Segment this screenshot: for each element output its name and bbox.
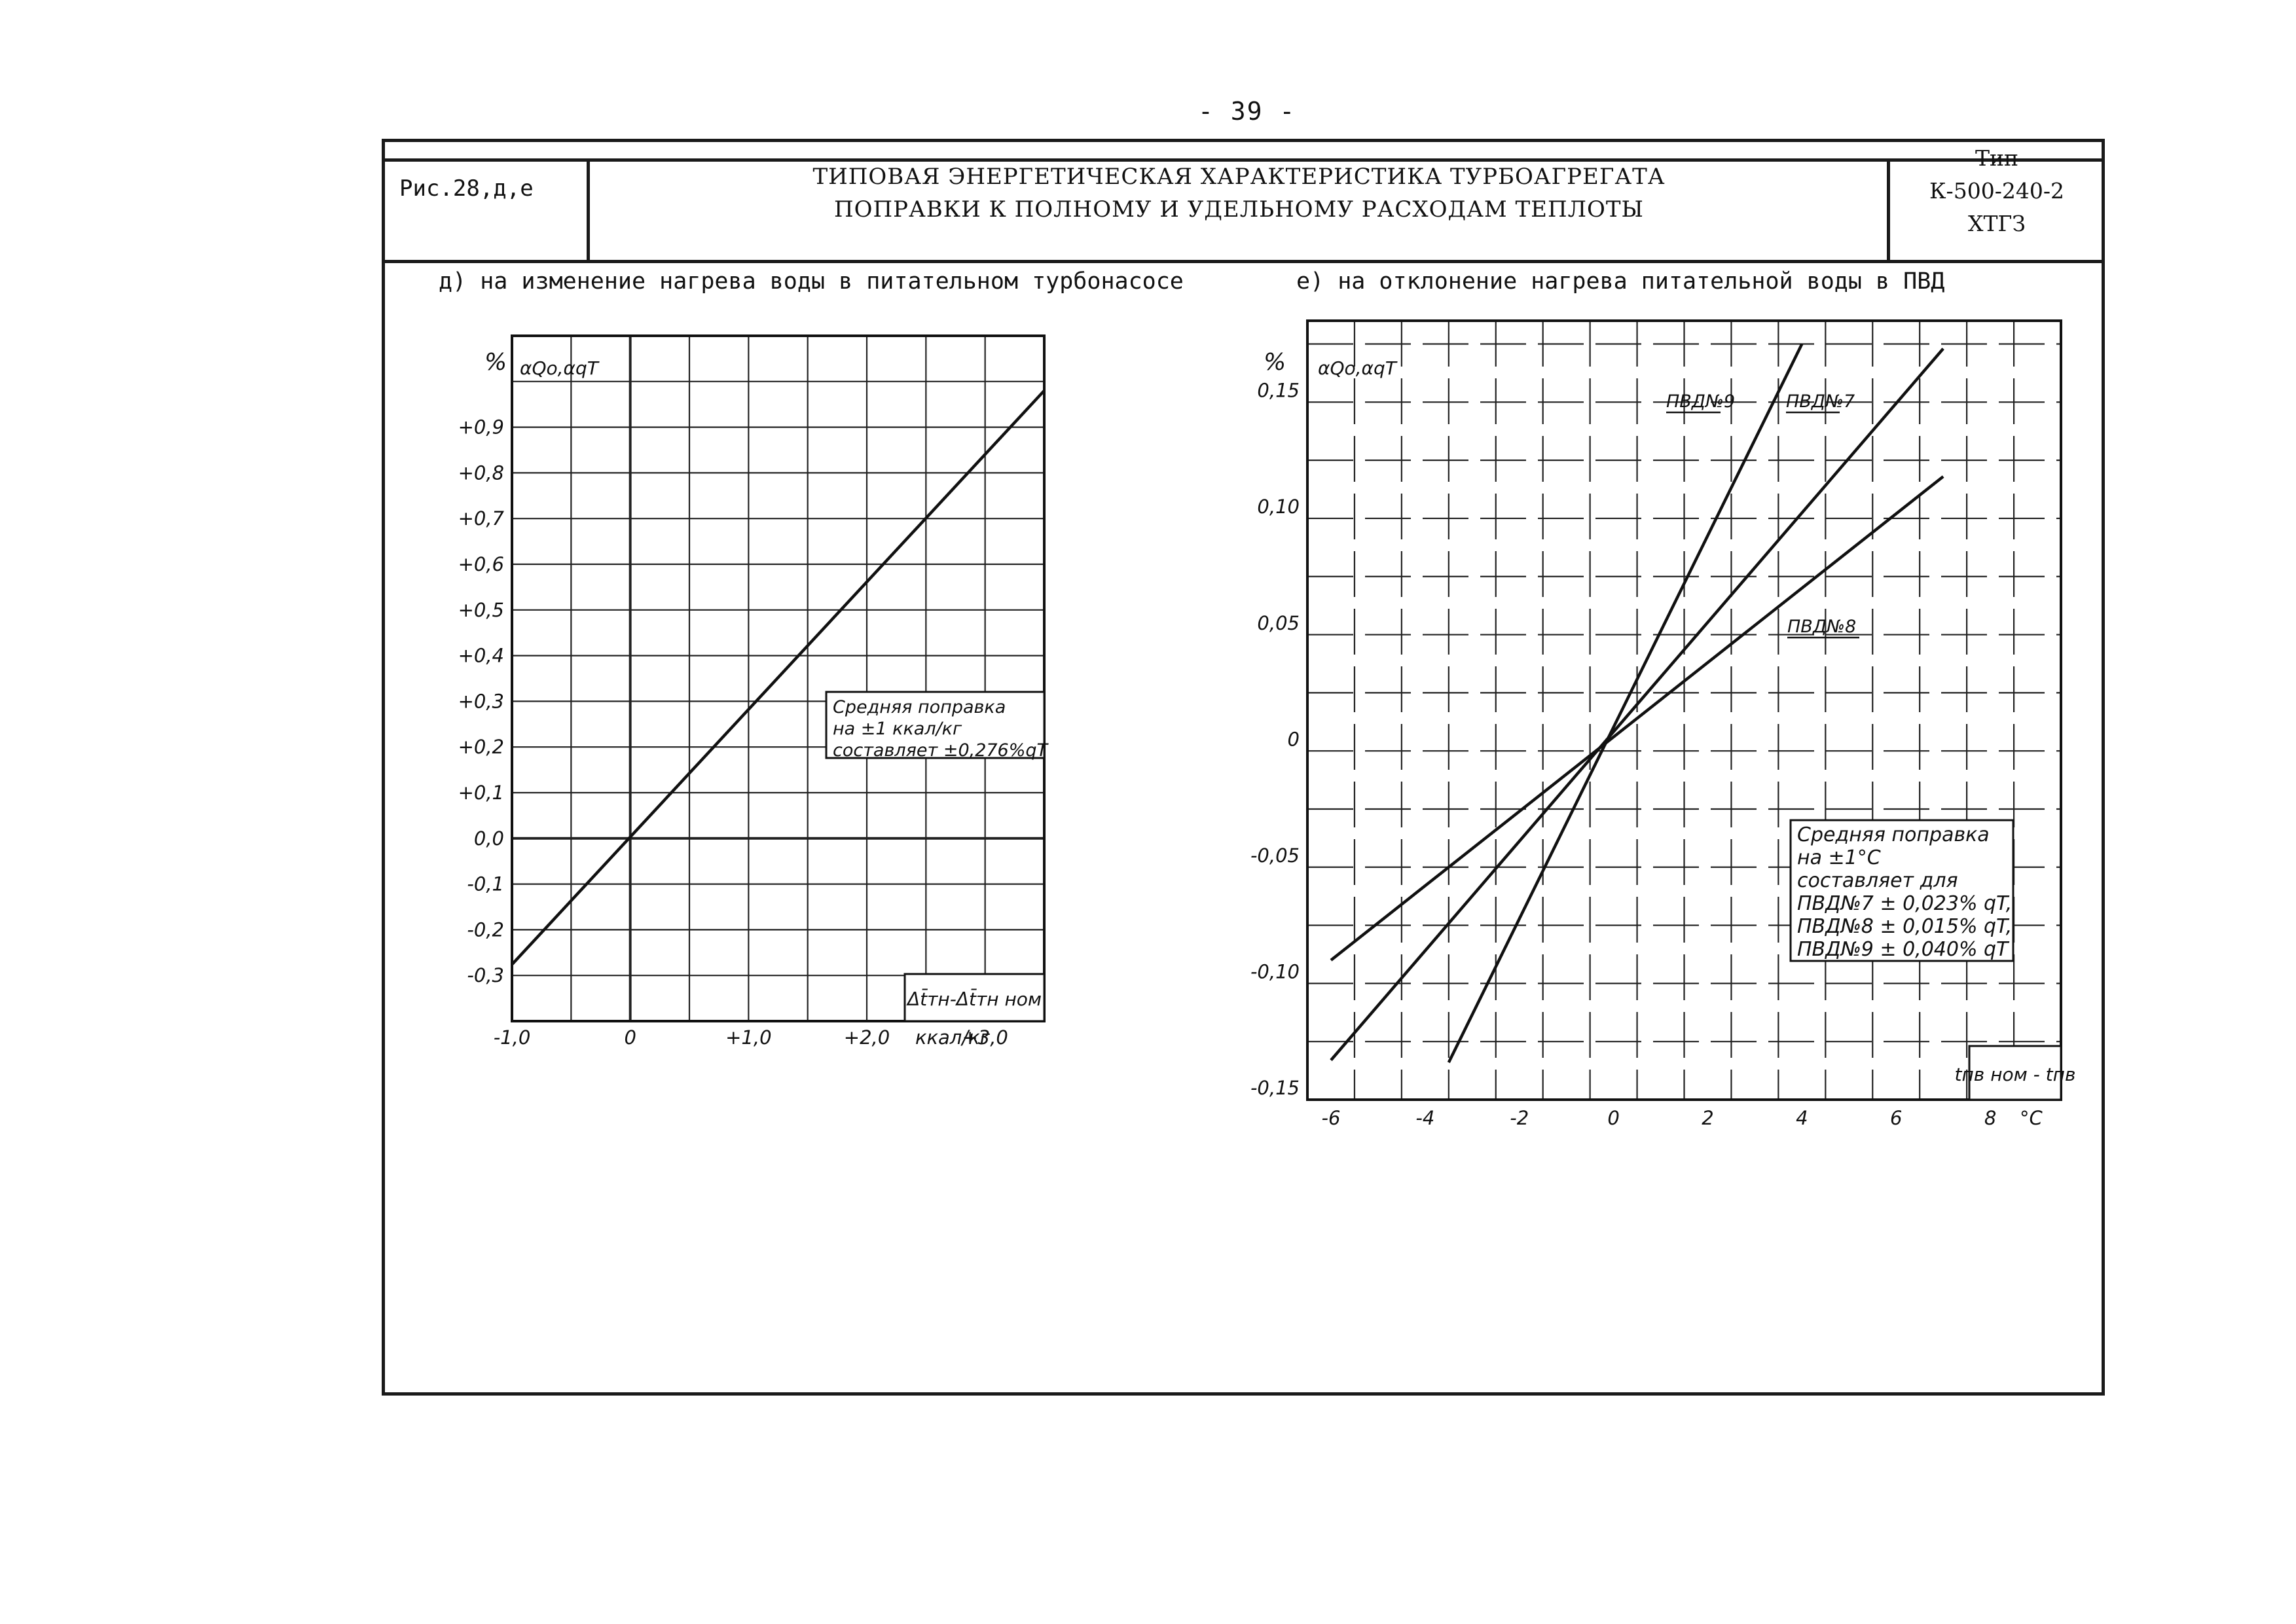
chart-e-y-unit: % xyxy=(1264,349,1286,376)
chart-e-series-label: ПВД№7 xyxy=(1786,391,1855,412)
chart-d-y-tick-label: +0,5 xyxy=(458,599,504,621)
chart-d-plot-border xyxy=(511,334,1046,1022)
chart-e-annotation-line: Средняя поправка xyxy=(1797,823,1990,846)
chart-e-annotation-line: составляет для xyxy=(1797,869,1958,892)
chart-e-y-tick-label: -0,10 xyxy=(1250,961,1300,983)
chart-d-y-tick-label: -0,3 xyxy=(467,964,504,986)
chart-d-y-tick-label: 0,0 xyxy=(474,827,504,850)
chart-d-title: д) на изменение нагрева воды в питательн… xyxy=(439,268,1184,295)
chart-e-y-tick-label: 0 xyxy=(1288,728,1300,750)
title-block-divider xyxy=(587,160,590,262)
title-block xyxy=(382,158,2105,263)
chart-e-annotation-line: ПВД№9 ± 0,040% qT xyxy=(1797,938,2010,961)
chart-d-x-tick-label: -1,0 xyxy=(494,1026,531,1049)
chart-e-annotation-line: на ±1°C xyxy=(1797,846,1881,869)
chart-d-annotation-line: на ±1 ккал/кг xyxy=(833,719,962,739)
chart-e-x-tick-label: 0 xyxy=(1607,1107,1619,1129)
chart-d-y-tick-label: +0,6 xyxy=(458,553,504,575)
chart-e-annotation-line: ПВД№7 ± 0,023% qT, xyxy=(1797,892,2012,915)
chart-e-series-line xyxy=(1447,343,1804,1064)
chart-e-annotation-box xyxy=(1789,819,2014,962)
chart-e-x-tick-label: 4 xyxy=(1796,1107,1808,1129)
title-block-divider xyxy=(1887,160,1890,262)
document-subtitle: ПОПРАВКИ К ПОЛНОМУ И УДЕЛЬНОМУ РАСХОДАМ … xyxy=(833,196,1645,223)
chart-e-x-axis-label-box xyxy=(1968,1045,2062,1101)
type-label: Тип xyxy=(1975,145,2018,171)
chart-e-x-tick-label: -4 xyxy=(1415,1107,1434,1129)
chart-e-y-tick-label: 0,10 xyxy=(1257,496,1300,518)
chart-e-annotation-line: ПВД№8 ± 0,015% qT, xyxy=(1797,915,2012,938)
chart-d-x-tick-label: +2,0 xyxy=(844,1026,890,1049)
chart-e-series-line xyxy=(1330,475,1944,962)
chart-d-annotation-line: Средняя поправка xyxy=(833,697,1006,717)
chart-e-x-tick-label: 8 xyxy=(1984,1107,1996,1129)
manufacturer: ХТГЗ xyxy=(1968,211,2026,236)
chart-e-x-axis-label: tпв ном - tпв xyxy=(1955,1064,2076,1085)
chart-d-y-unit: % xyxy=(484,349,507,376)
chart-d-series-line xyxy=(511,389,1046,965)
chart-d-y-tick-label: +0,9 xyxy=(458,416,504,439)
chart-d-x-tick-label: +3,0 xyxy=(962,1026,1008,1049)
chart-d-x-unit: ккал/кг xyxy=(915,1026,991,1049)
chart-d-y-tick-label: -0,1 xyxy=(467,873,504,895)
chart-d-y-axis-label: αQo,αqT xyxy=(520,357,600,379)
chart-d-annotation-box xyxy=(825,691,1046,759)
chart-d-x-tick-label: +1,0 xyxy=(725,1026,771,1049)
chart-d-x-axis-label-box xyxy=(903,973,1046,1022)
document-title: ТИПОВАЯ ЭНЕРГЕТИЧЕСКАЯ ХАРАКТЕРИСТИКА ТУ… xyxy=(812,164,1666,190)
chart-e-series-line xyxy=(1330,348,1944,1062)
chart-d-annotation-line: составляет ±0,276%qT xyxy=(833,740,1049,761)
chart-e-title: е) на отклонение нагрева питательной вод… xyxy=(1296,268,1945,295)
chart-e-series-label: ПВД№8 xyxy=(1787,617,1856,637)
chart-e-x-tick-label: -2 xyxy=(1510,1107,1529,1129)
page-number: - 39 - xyxy=(1198,97,1296,126)
chart-d-x-tick-label: 0 xyxy=(624,1026,636,1049)
chart-d-y-tick-label: +0,1 xyxy=(458,782,504,804)
chart-d-y-tick-label: +0,3 xyxy=(458,690,504,712)
figure-label: Рис.28,д,е xyxy=(399,175,534,202)
chart-d-x-axis-label: Δt̄тн-Δt̄тн ном xyxy=(906,988,1042,1010)
chart-d-y-tick-label: +0,2 xyxy=(458,736,504,758)
chart-e-y-axis-label: αQo,αqT xyxy=(1318,357,1398,379)
chart-e-y-tick-label: -0,15 xyxy=(1250,1077,1300,1099)
chart-e-y-tick-label: 0,15 xyxy=(1257,380,1300,402)
drawing-frame xyxy=(382,139,2105,1396)
turbine-model: К-500-240-2 xyxy=(1929,178,2064,204)
chart-d-y-tick-label: +0,7 xyxy=(458,507,505,530)
chart-e-y-tick-label: 0,05 xyxy=(1257,612,1300,634)
chart-e-x-tick-label: 6 xyxy=(1890,1107,1902,1129)
chart-d-y-tick-label: +0,4 xyxy=(458,645,504,667)
chart-e-plot-border xyxy=(1306,319,2062,1101)
chart-e-y-tick-label: -0,05 xyxy=(1250,844,1300,867)
chart-e-series-label: ПВД№9 xyxy=(1666,391,1735,412)
chart-e-x-unit: °C xyxy=(2020,1107,2043,1129)
chart-d-y-tick-label: +0,8 xyxy=(458,461,504,484)
chart-d-y-tick-label: -0,2 xyxy=(467,918,504,941)
chart-e-x-tick-label: -6 xyxy=(1322,1107,1341,1129)
chart-e-x-tick-label: 2 xyxy=(1702,1107,1713,1129)
